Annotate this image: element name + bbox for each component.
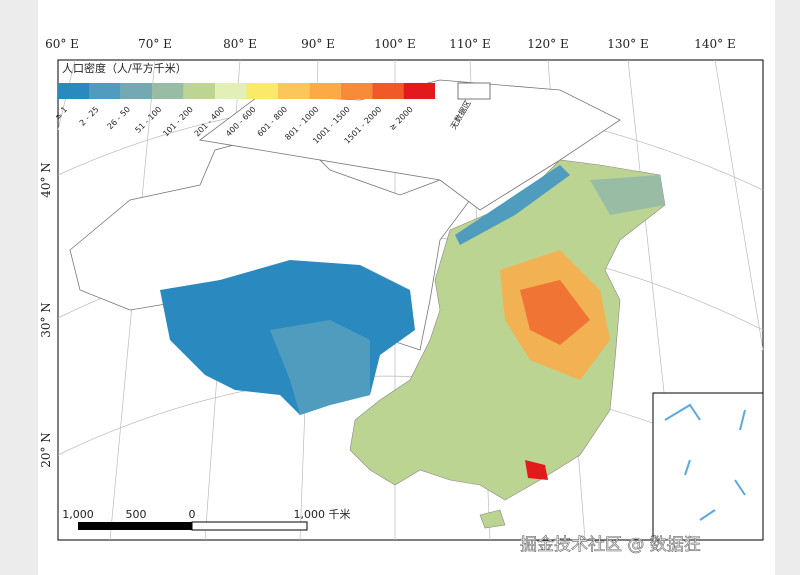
lat-label: 30° N [39, 302, 53, 338]
legend-swatch [58, 83, 90, 99]
watermark: 掘金技术社区 @ 数据狂 [520, 535, 701, 555]
lon-label: 120° E [527, 37, 568, 51]
lon-label: 70° E [138, 37, 172, 51]
lat-label: 20° N [39, 432, 53, 468]
scale-label: 500 [126, 508, 147, 521]
scale-label: 1,000 千米 [294, 508, 351, 521]
legend-swatch [246, 83, 278, 99]
inset-islands [664, 403, 746, 521]
nodata-swatch [457, 82, 491, 100]
legend-swatch [403, 83, 435, 99]
legend-swatch [340, 83, 373, 99]
legend-swatch [152, 83, 184, 99]
scale-bar [78, 522, 192, 530]
legend-swatch [215, 83, 247, 99]
scale-label: 1,000 [62, 508, 94, 521]
lon-label: 90° E [301, 37, 335, 51]
legend-swatch [183, 83, 216, 99]
legend-swatch [120, 83, 153, 99]
lat-label: 40° N [39, 162, 53, 198]
lon-label: 110° E [449, 37, 490, 51]
inset-frame [652, 392, 764, 541]
legend-swatch [309, 83, 341, 99]
legend-swatch [277, 83, 310, 99]
scale-label: 0 [189, 508, 196, 521]
legend-swatch [372, 83, 404, 99]
lon-label: 100° E [374, 37, 415, 51]
lon-label: 130° E [607, 37, 648, 51]
lon-label: 80° E [223, 37, 257, 51]
population-map [160, 159, 666, 529]
legend-title: 人口密度（人/平方千米） [62, 61, 187, 75]
legend-swatch [89, 83, 121, 99]
scale-bar [191, 521, 308, 531]
lon-label: 140° E [694, 37, 735, 51]
side-margin [775, 0, 800, 575]
side-margin [0, 0, 38, 575]
lon-label: 60° E [45, 37, 79, 51]
